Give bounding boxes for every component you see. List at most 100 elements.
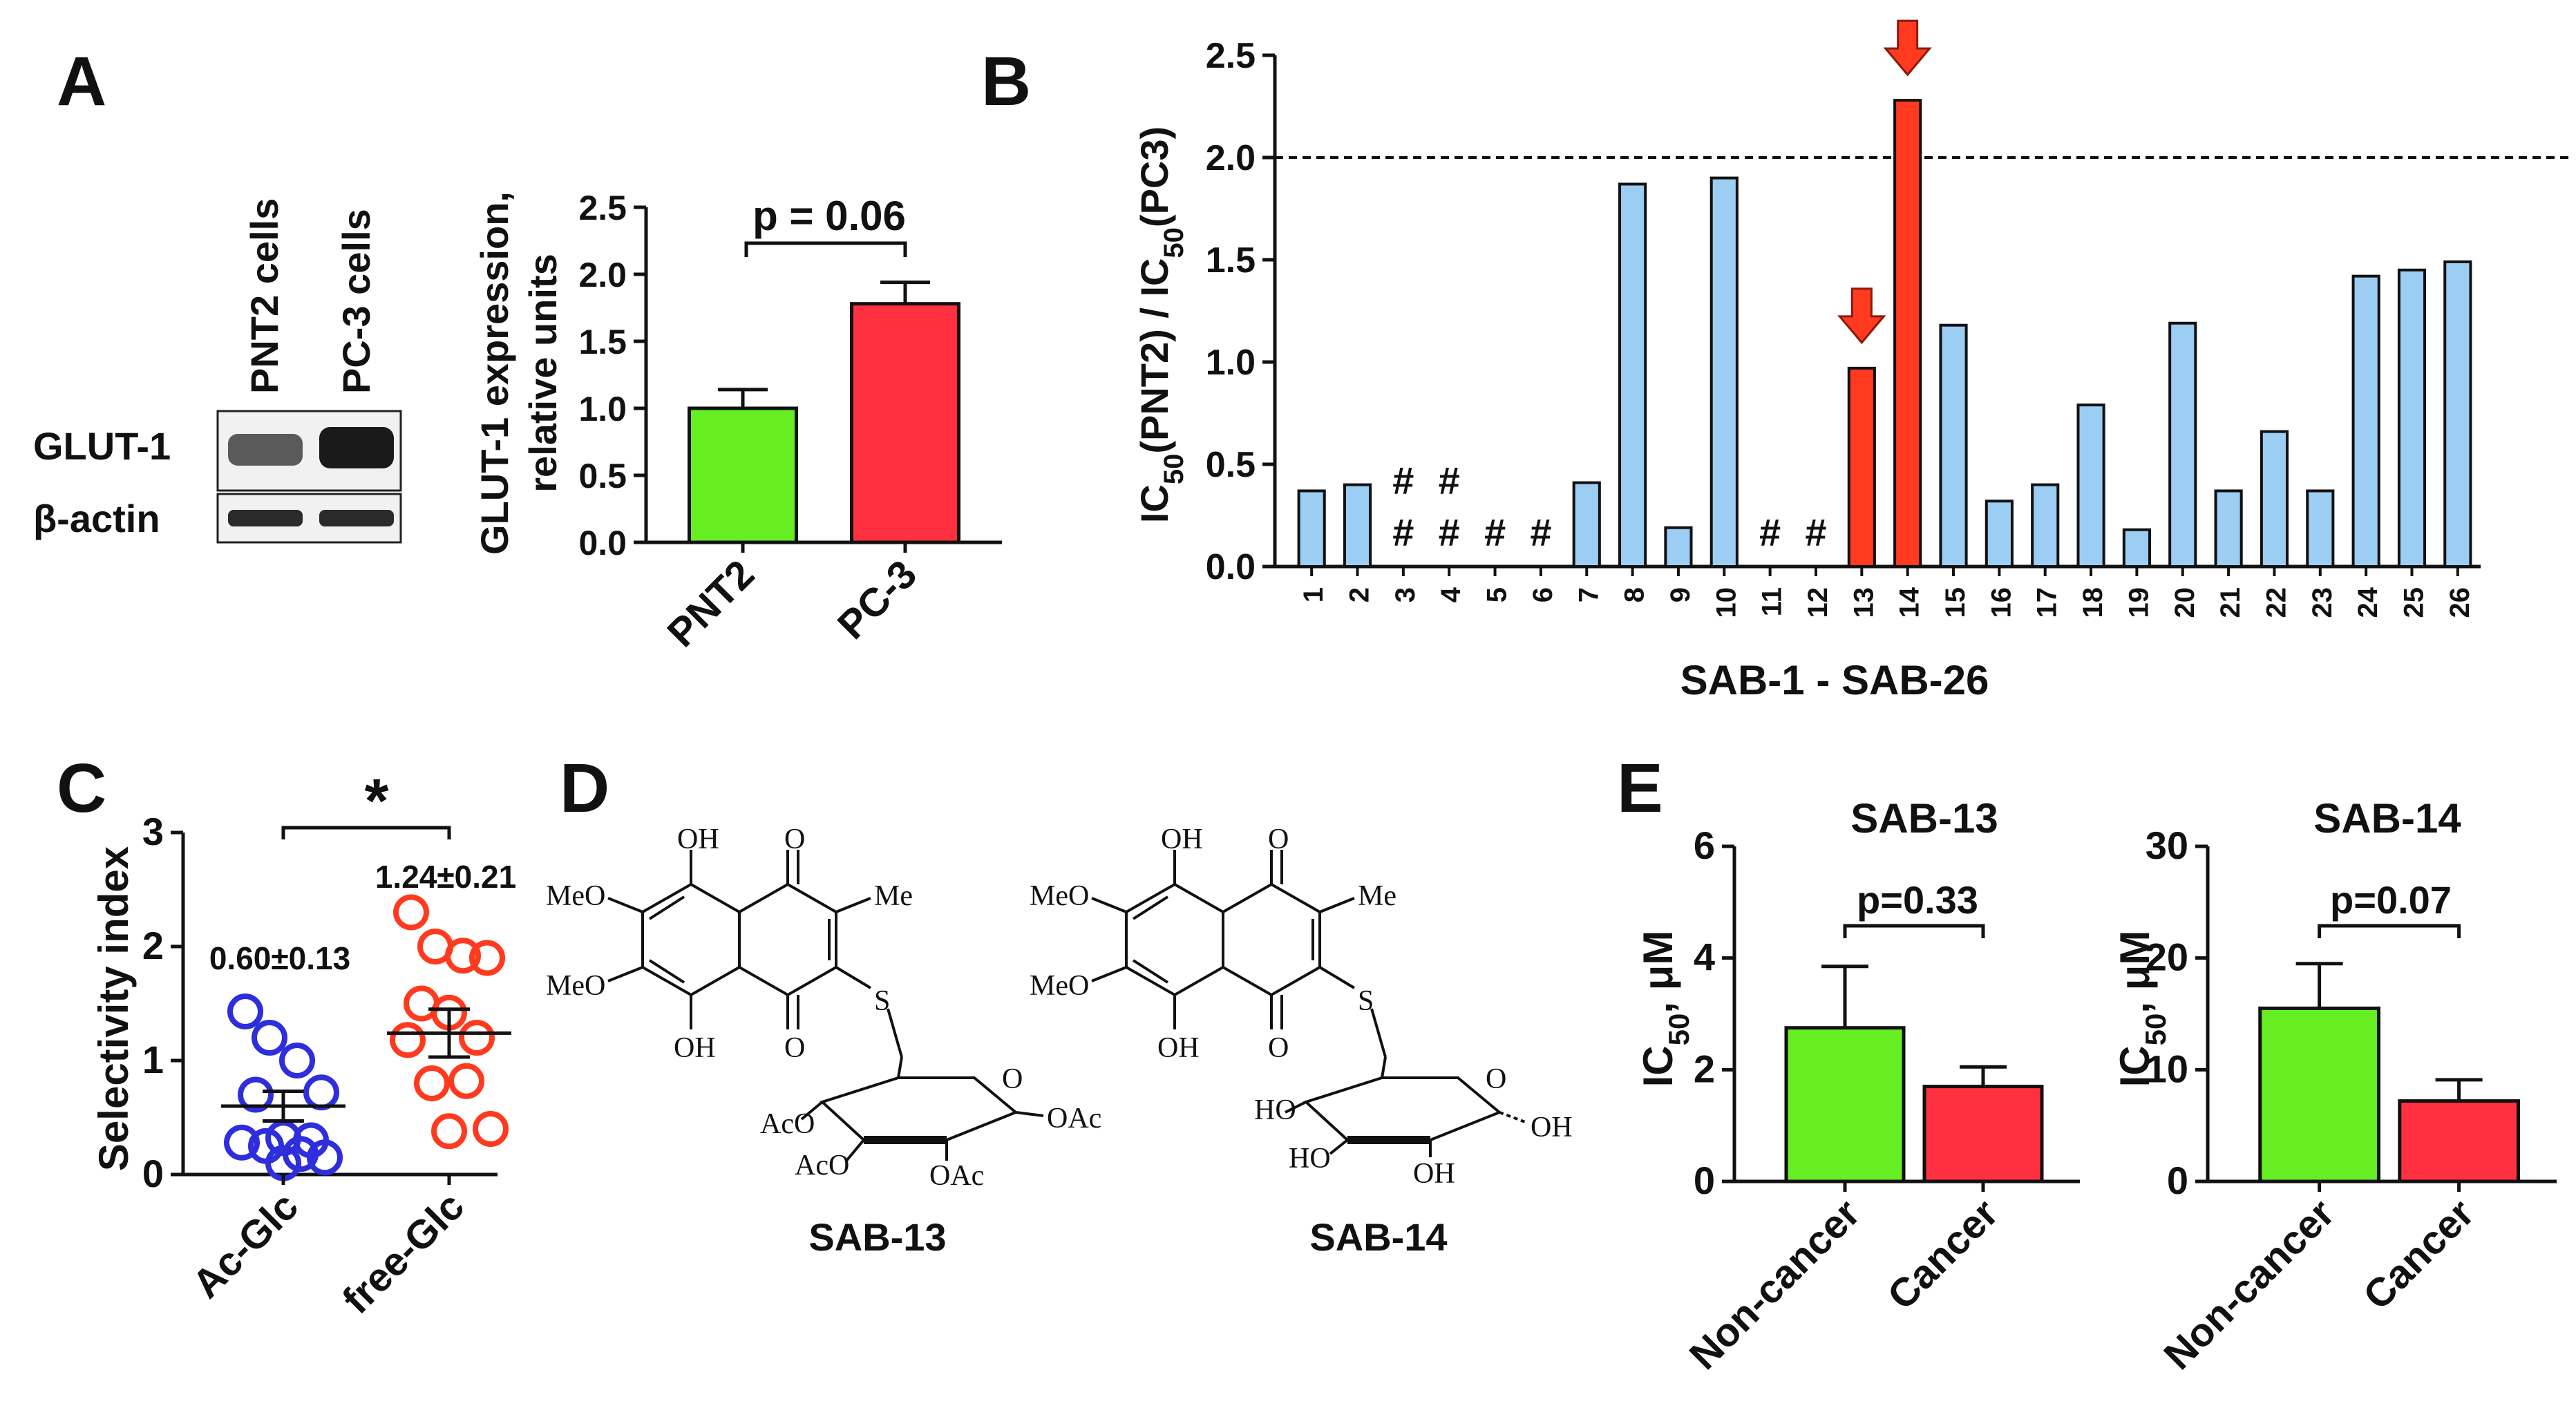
- chart-b-xlabel-19: 19: [2123, 587, 2154, 618]
- chart-e2-ytick-label-2: 20: [2146, 935, 2188, 979]
- sab13-oh-bottom: OH: [674, 1032, 716, 1064]
- chart-b-xlabel-8: 8: [1620, 587, 1650, 602]
- chart-e2-xlabel-0: Non-cancer: [2155, 1190, 2343, 1378]
- chart-b-hash-4-0: #: [1439, 459, 1460, 502]
- compound-label-sab13: SAB-13: [808, 1215, 946, 1259]
- chart-e1-ytick-label-3: 6: [1694, 824, 1715, 867]
- chart-b-bar-7: [1572, 481, 1601, 569]
- chart-c-point-1-7: [390, 1022, 426, 1058]
- chart-b-xlabel-18: 18: [2078, 587, 2108, 618]
- chart-e1-bar-0: [1784, 1026, 1906, 1183]
- chart-e1-ytick-label-0: 0: [1694, 1159, 1715, 1202]
- sab13-ring-2: [738, 882, 837, 997]
- chart-b-ytick-label-4: 2.0: [1206, 138, 1256, 178]
- blot-band-glut1-pnt2: [228, 434, 303, 466]
- chart-c-point-0-4: [238, 1076, 274, 1113]
- chart-c-stat-label-1: 1.24±0.21: [375, 859, 516, 895]
- blot-band-actin-pc3: [319, 510, 394, 526]
- chart-e2-bar-0: [2258, 1006, 2380, 1183]
- chart-a-ytick-label-5: 2.5: [578, 189, 627, 227]
- chart-b-xlabel-10: 10: [1711, 587, 1741, 618]
- chart-b-xlabel-17: 17: [2032, 587, 2063, 618]
- panel-label-a: A: [57, 43, 106, 120]
- blot-band-actin-pnt2: [228, 510, 303, 526]
- chart-c-ytick-label-1: 1: [142, 1038, 164, 1081]
- chart-a-ylabel-line2: relative units: [521, 254, 565, 492]
- chart-b-arrow-13: [1837, 287, 1886, 345]
- sab13-meo-2: MeO: [546, 970, 605, 1002]
- chart-b-ytick-label-0: 0.0: [1206, 547, 1256, 587]
- chart-e1: SAB-13 IC50, μM 0 2 4 6 Non-cancer Cancer p=0.…: [1635, 795, 2080, 1378]
- chart-b-bar-19: [2122, 528, 2151, 568]
- chart-e1-ytick-label-1: 2: [1694, 1047, 1715, 1090]
- chart-b-ytick-label-5: 2.5: [1206, 36, 1256, 76]
- chart-b-arrow-14: [1883, 19, 1932, 77]
- chart-a-xlabel-1: PC-3: [829, 551, 925, 647]
- chart-b-bar-21: [2214, 489, 2243, 568]
- chart-b-xlabel-26: 26: [2445, 587, 2475, 618]
- chart-b-bar-17: [2031, 483, 2060, 568]
- chart-e2-ylabel: IC50, μM: [2112, 931, 2172, 1087]
- chart-b-xlabel-16: 16: [1986, 587, 2016, 618]
- chart-b-xlabel-7: 7: [1573, 587, 1604, 602]
- sab14-ho-1: HO: [1254, 1094, 1296, 1126]
- chart-b-bar-8: [1618, 182, 1647, 569]
- sab13-o-bottom: O: [784, 1032, 805, 1064]
- chart-b-hash-11-0: #: [1759, 511, 1781, 554]
- chart-e2-xlabel-1: Cancer: [2355, 1190, 2483, 1318]
- chart-c-stat-label-0: 0.60±0.13: [209, 940, 350, 976]
- chart-e2-annotation: p=0.07: [2330, 878, 2452, 922]
- chemical-structures: OH O Me MeO MeO OH O S O AcO AcO OAc OAc…: [546, 824, 1573, 1259]
- chart-e2-ytick-label-0: 0: [2167, 1159, 2188, 1202]
- chart-b: IC50(PNT2) / IC50(PC3) SAB-1 - SAB-26 0.…: [1133, 19, 2570, 703]
- compound-label-sab14: SAB-14: [1309, 1215, 1447, 1259]
- chart-b-ytick-label-2: 1.0: [1206, 343, 1256, 383]
- chart-b-ytick-label-3: 1.5: [1206, 240, 1256, 281]
- chart-e1-ylabel: IC50, μM: [1635, 931, 1695, 1087]
- chart-b-ytick-label-1: 0.5: [1206, 445, 1256, 485]
- chart-b-bar-24: [2351, 274, 2380, 568]
- chart-b-bar-2: [1343, 483, 1372, 568]
- chart-e2-bracket: [2318, 924, 2461, 938]
- panel-label-e: E: [1617, 750, 1663, 827]
- chart-c-ylabel: Selectivity index: [91, 846, 137, 1171]
- blot-row-label-glut1: GLUT-1: [33, 424, 171, 468]
- sab14-meo-1: MeO: [1030, 880, 1089, 912]
- chart-b-ylabel: IC50(PNT2) / IC50(PC3): [1133, 126, 1189, 523]
- sab13-aco-1: AcO: [760, 1108, 815, 1140]
- structure-sab14: [1091, 850, 1528, 1157]
- chart-c-bracket: [281, 826, 451, 839]
- sab14-oh-ring-2: OH: [1531, 1112, 1573, 1143]
- chart-b-xlabel-15: 15: [1940, 587, 1971, 618]
- chart-c-point-1-8: [414, 1065, 450, 1101]
- blot-band-glut1-pc3: [319, 427, 394, 468]
- structure-sab13: [607, 850, 1044, 1162]
- chart-c-ytick-label-2: 2: [142, 924, 164, 967]
- chart-b-xlabel-21: 21: [2215, 587, 2246, 618]
- sab14-ring-1: [1125, 882, 1224, 997]
- sab14-oh-bottom: OH: [1157, 1032, 1200, 1064]
- chart-c-xlabel-1: free-Glc: [334, 1183, 473, 1322]
- chart-b-xlabel-1: 1: [1298, 587, 1329, 602]
- sab13-ring-o: O: [1002, 1063, 1023, 1095]
- chart-c-point-1-0: [393, 894, 429, 931]
- chart-c-point-1-2: [445, 938, 481, 974]
- chart-b-bar-26: [2443, 260, 2472, 568]
- chart-c: Selectivity index * 0 1 2 3 0.60±0.13 Ac-Glc 1…: [91, 767, 516, 1322]
- chart-a-ytick-label-4: 2.0: [578, 256, 627, 294]
- chart-e2-ytick-label-3: 30: [2146, 824, 2188, 867]
- sab14-ring-2: [1222, 882, 1321, 997]
- sab14-ring-o: O: [1486, 1063, 1506, 1095]
- chart-b-xlabel-9: 9: [1665, 587, 1696, 602]
- chart-c-point-0-10: [307, 1139, 343, 1176]
- sab13-oh-top: OH: [677, 824, 719, 855]
- sab14-o-bottom: O: [1268, 1032, 1289, 1064]
- chart-a-ytick-label-1: 0.5: [578, 457, 627, 495]
- chart-b-bar-25: [2397, 268, 2427, 568]
- chart-c-point-1-3: [469, 940, 505, 976]
- sab14-s: S: [1358, 985, 1374, 1017]
- chart-c-point-0-3: [303, 1074, 339, 1111]
- chart-b-xlabel-25: 25: [2398, 587, 2429, 618]
- blot-row-label-actin: β-actin: [33, 497, 160, 540]
